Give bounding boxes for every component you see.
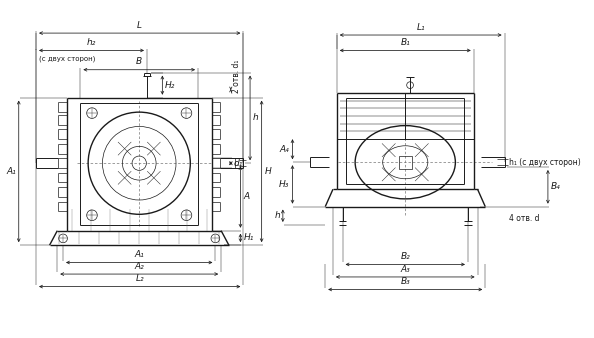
Text: H₂: H₂ [165, 81, 176, 90]
Text: 2 отв. d₁: 2 отв. d₁ [232, 60, 241, 93]
Text: A₁: A₁ [134, 250, 144, 259]
Text: 4 отв. d: 4 отв. d [510, 214, 540, 223]
Text: d₁: d₁ [233, 159, 243, 168]
Text: B: B [136, 57, 143, 66]
Text: H₁: H₁ [244, 234, 254, 242]
Text: A₃: A₃ [400, 265, 410, 273]
Text: h₁ (с двух сторон): h₁ (с двух сторон) [510, 158, 581, 167]
Text: H: H [264, 167, 271, 176]
Text: A: A [244, 192, 249, 201]
Text: L₁: L₁ [416, 23, 425, 32]
Text: A₂: A₂ [134, 262, 144, 271]
Text: B₂: B₂ [400, 252, 410, 261]
Text: L: L [137, 21, 142, 30]
Text: B₄: B₄ [551, 182, 561, 191]
Text: A₄: A₄ [280, 145, 290, 154]
Text: h₂: h₂ [87, 38, 96, 47]
Text: A₁: A₁ [6, 167, 16, 176]
Text: L₂: L₂ [135, 274, 144, 283]
Text: h: h [253, 114, 259, 122]
Text: (с двух сторон): (с двух сторон) [39, 55, 96, 62]
Text: B₁: B₁ [400, 38, 410, 47]
Text: H₃: H₃ [279, 180, 290, 189]
Text: B₃: B₃ [400, 277, 410, 286]
Text: h: h [274, 211, 280, 220]
Bar [399, 155, 412, 169]
